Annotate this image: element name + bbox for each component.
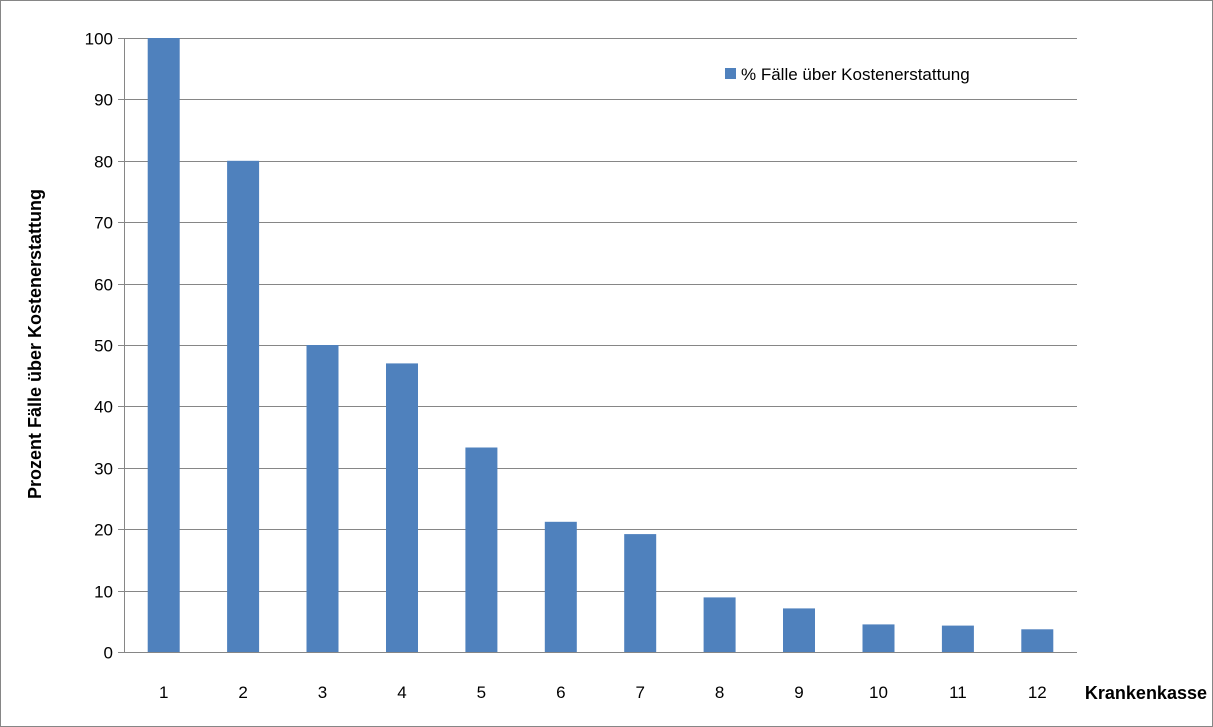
x-tick-label: 10	[869, 683, 888, 702]
x-tick-label: 11	[949, 683, 967, 702]
x-axis-ticks: 1 2 3 4 5 6 7 8 9 10 11 12	[159, 683, 1047, 702]
bar	[544, 521, 577, 652]
x-tick-label: 4	[397, 683, 406, 702]
bar	[227, 160, 260, 653]
y-tick-label: 100	[85, 30, 113, 49]
x-tick-label: 5	[477, 683, 486, 702]
bar	[306, 345, 339, 652]
x-tick-label: 6	[556, 683, 565, 702]
x-tick-label: 2	[238, 683, 247, 702]
bar	[862, 624, 895, 652]
bar	[624, 534, 657, 652]
gridlines	[118, 38, 1077, 653]
bar	[465, 447, 498, 652]
y-tick-label: 20	[94, 521, 113, 540]
y-tick-label: 60	[94, 276, 113, 295]
legend: % Fälle über Kostenerstattung	[725, 65, 970, 84]
y-tick-label: 50	[94, 337, 113, 356]
y-tick-label: 90	[94, 91, 113, 110]
y-axis-title: Prozent Fälle über Kostenerstattung	[25, 189, 45, 499]
legend-swatch	[725, 68, 736, 79]
x-axis-title: Krankenkasse	[1085, 683, 1207, 703]
y-tick-label: 80	[94, 153, 113, 172]
bars	[147, 38, 1054, 653]
bar	[941, 625, 974, 652]
bar	[147, 38, 180, 652]
x-tick-label: 1	[159, 683, 168, 702]
bar	[703, 597, 736, 652]
x-tick-label: 7	[635, 683, 644, 702]
bar	[386, 363, 418, 652]
x-tick-label: 3	[318, 683, 327, 702]
x-tick-label: 12	[1028, 683, 1047, 702]
y-tick-label: 30	[94, 460, 113, 479]
bar	[783, 608, 815, 652]
legend-label: % Fälle über Kostenerstattung	[741, 65, 970, 84]
x-tick-label: 8	[715, 683, 724, 702]
bar	[1021, 629, 1054, 652]
y-tick-label: 40	[94, 398, 113, 417]
y-tick-label: 0	[104, 644, 113, 663]
y-axis-ticks: 0 10 20 30 40 50 60 70 80 90 100	[85, 30, 113, 663]
y-tick-label: 70	[94, 214, 113, 233]
y-tick-label: 10	[94, 583, 113, 602]
x-tick-label: 9	[794, 683, 803, 702]
